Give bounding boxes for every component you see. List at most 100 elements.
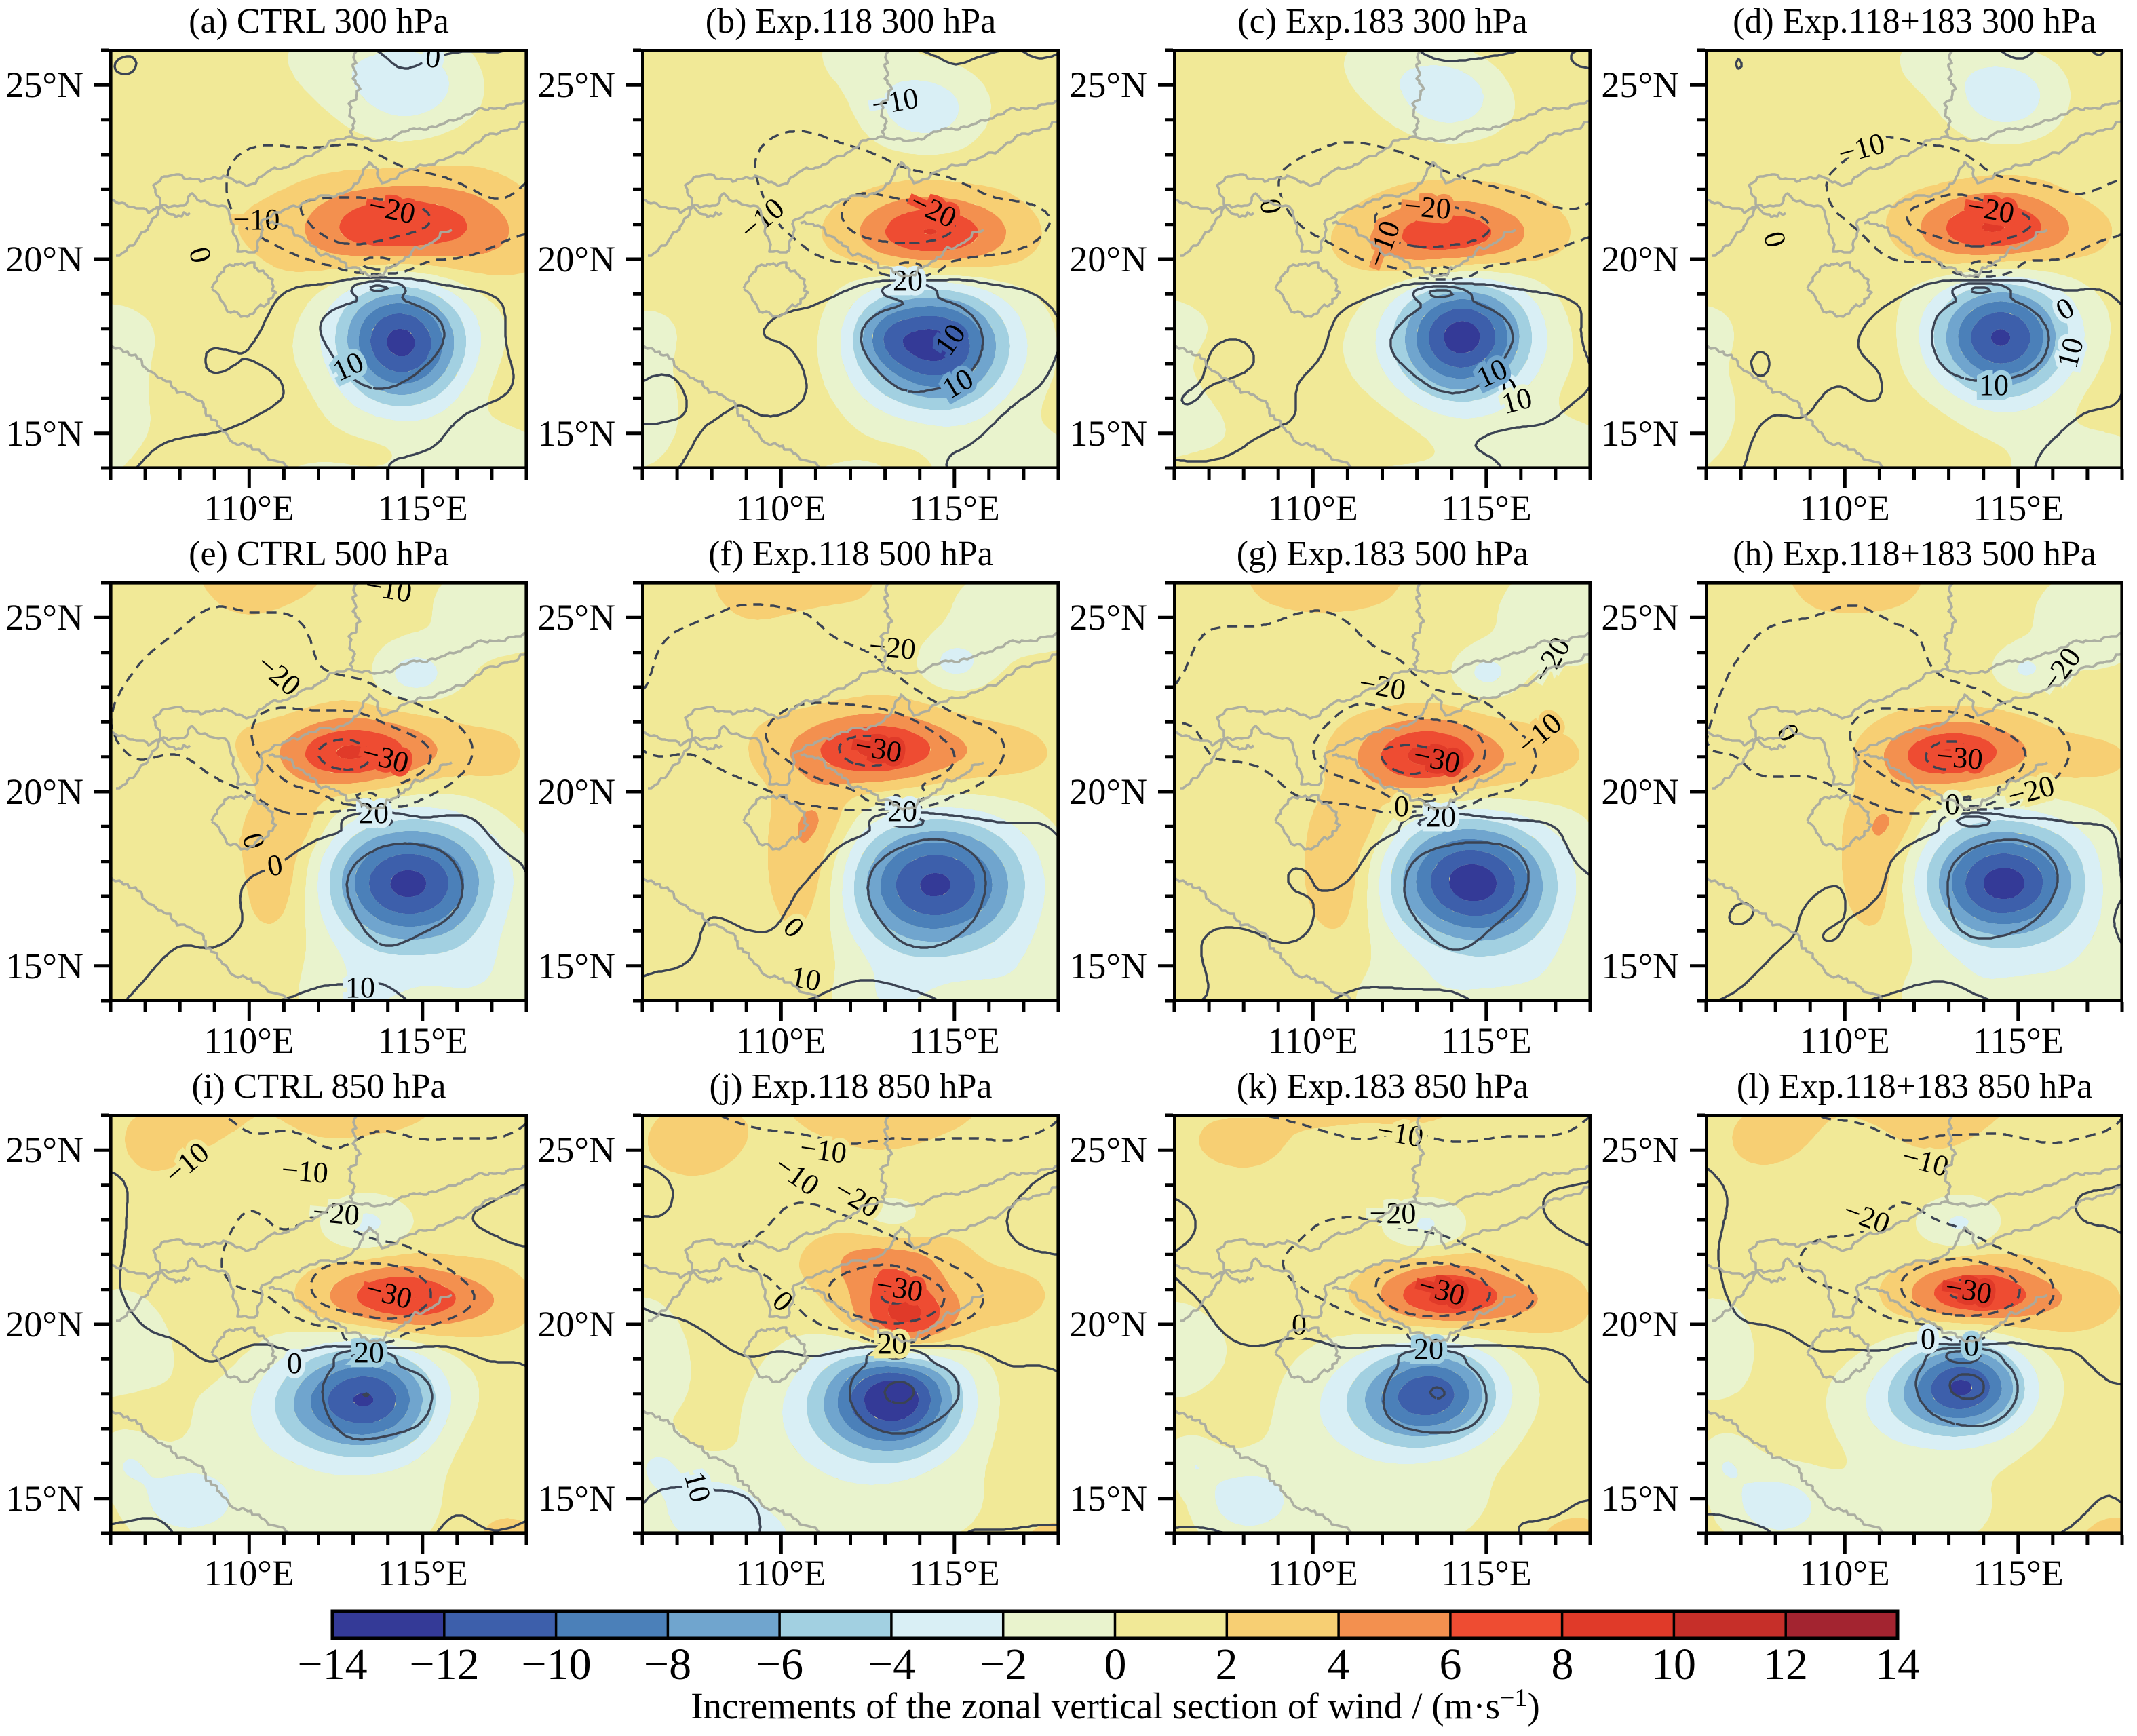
svg-text:115°E: 115°E — [1441, 1553, 1532, 1594]
svg-text:25°N: 25°N — [537, 597, 615, 638]
svg-text:−4: −4 — [868, 1640, 915, 1689]
svg-text:25°N: 25°N — [1601, 597, 1679, 638]
svg-text:115°E: 115°E — [377, 488, 468, 528]
svg-text:110°E: 110°E — [1799, 488, 1890, 528]
svg-text:110°E: 110°E — [1267, 488, 1358, 528]
svg-text:115°E: 115°E — [1973, 1020, 2064, 1061]
svg-text:−20: −20 — [311, 1195, 361, 1232]
svg-text:115°E: 115°E — [1441, 488, 1532, 528]
svg-text:Increments of the zonal vertic: Increments of the zonal vertical section… — [691, 1684, 1540, 1727]
svg-text:8: 8 — [1552, 1640, 1574, 1689]
svg-text:(c) Exp.183 300 hPa: (c) Exp.183 300 hPa — [1237, 2, 1527, 41]
svg-text:25°N: 25°N — [1601, 1130, 1679, 1170]
svg-text:25°N: 25°N — [1069, 64, 1147, 105]
svg-text:−6: −6 — [756, 1640, 803, 1689]
svg-text:4: 4 — [1328, 1640, 1350, 1689]
svg-text:110°E: 110°E — [735, 488, 826, 528]
svg-text:14: 14 — [1875, 1640, 1920, 1689]
svg-text:15°N: 15°N — [1601, 946, 1679, 986]
svg-text:0: 0 — [287, 1347, 302, 1380]
svg-text:(b) Exp.118 300 hPa: (b) Exp.118 300 hPa — [706, 2, 996, 41]
svg-text:15°N: 15°N — [1069, 946, 1147, 986]
svg-text:20: 20 — [1414, 1332, 1444, 1366]
svg-text:110°E: 110°E — [204, 1020, 294, 1061]
svg-text:25°N: 25°N — [5, 597, 83, 638]
svg-text:20°N: 20°N — [537, 239, 615, 279]
svg-text:25°N: 25°N — [1601, 64, 1679, 105]
svg-text:25°N: 25°N — [537, 1130, 615, 1170]
svg-text:−10: −10 — [280, 1153, 330, 1190]
svg-text:10: 10 — [1651, 1640, 1696, 1689]
svg-text:−30: −30 — [1943, 1270, 1995, 1311]
svg-text:110°E: 110°E — [1267, 1553, 1358, 1594]
svg-text:25°N: 25°N — [537, 64, 615, 105]
svg-text:20: 20 — [359, 796, 389, 830]
svg-text:15°N: 15°N — [1601, 1478, 1679, 1519]
svg-text:15°N: 15°N — [5, 413, 83, 454]
svg-text:20: 20 — [887, 794, 917, 828]
svg-text:20°N: 20°N — [1069, 1304, 1147, 1345]
svg-text:15°N: 15°N — [5, 946, 83, 986]
svg-text:15°N: 15°N — [1601, 413, 1679, 454]
svg-text:−30: −30 — [1935, 739, 1984, 776]
svg-text:20°N: 20°N — [5, 1304, 83, 1345]
svg-text:25°N: 25°N — [5, 64, 83, 105]
svg-text:20°N: 20°N — [1601, 1304, 1679, 1345]
svg-text:(e) CTRL 500 hPa: (e) CTRL 500 hPa — [189, 535, 449, 573]
svg-text:15°N: 15°N — [537, 1478, 615, 1519]
svg-text:6: 6 — [1440, 1640, 1462, 1689]
svg-text:0: 0 — [1964, 1329, 1979, 1362]
svg-text:15°N: 15°N — [1069, 1478, 1147, 1519]
svg-text:−14: −14 — [297, 1640, 367, 1689]
svg-text:(k) Exp.183 850 hPa: (k) Exp.183 850 hPa — [1237, 1067, 1528, 1106]
svg-text:25°N: 25°N — [1069, 1130, 1147, 1170]
svg-text:(h) Exp.118+183 500 hPa: (h) Exp.118+183 500 hPa — [1733, 535, 2096, 573]
svg-text:110°E: 110°E — [1799, 1020, 1890, 1061]
svg-text:0: 0 — [1104, 1640, 1127, 1689]
svg-text:110°E: 110°E — [1799, 1553, 1890, 1594]
svg-text:15°N: 15°N — [1069, 413, 1147, 454]
svg-text:110°E: 110°E — [735, 1553, 826, 1594]
svg-text:(g) Exp.183 500 hPa: (g) Exp.183 500 hPa — [1237, 535, 1528, 573]
svg-text:20: 20 — [354, 1336, 384, 1369]
svg-text:(f) Exp.118 500 hPa: (f) Exp.118 500 hPa — [708, 535, 993, 573]
svg-text:110°E: 110°E — [204, 488, 294, 528]
svg-text:20°N: 20°N — [1601, 771, 1679, 812]
svg-text:(d) Exp.118+183 300 hPa: (d) Exp.118+183 300 hPa — [1733, 2, 2096, 41]
svg-text:20°N: 20°N — [5, 771, 83, 812]
svg-text:20°N: 20°N — [537, 1304, 615, 1345]
svg-text:(l) Exp.118+183 850 hPa: (l) Exp.118+183 850 hPa — [1737, 1067, 2092, 1106]
svg-text:115°E: 115°E — [909, 1020, 1000, 1061]
svg-text:−8: −8 — [644, 1640, 691, 1689]
svg-text:115°E: 115°E — [1973, 488, 2064, 528]
svg-text:−10: −10 — [521, 1640, 591, 1689]
svg-text:12: 12 — [1763, 1640, 1808, 1689]
svg-text:−10: −10 — [233, 203, 280, 236]
svg-text:15°N: 15°N — [5, 1478, 83, 1519]
svg-text:20: 20 — [1426, 800, 1456, 833]
svg-text:110°E: 110°E — [204, 1553, 294, 1594]
svg-text:20: 20 — [893, 264, 923, 297]
svg-text:20°N: 20°N — [537, 771, 615, 812]
svg-text:20°N: 20°N — [5, 239, 83, 279]
svg-text:115°E: 115°E — [1973, 1553, 2064, 1594]
svg-text:20°N: 20°N — [1069, 239, 1147, 279]
svg-text:20°N: 20°N — [1069, 771, 1147, 812]
svg-text:(i) CTRL 850 hPa: (i) CTRL 850 hPa — [191, 1067, 446, 1106]
svg-text:(j) Exp.118 850 hPa: (j) Exp.118 850 hPa — [710, 1067, 993, 1106]
svg-text:115°E: 115°E — [377, 1020, 468, 1061]
svg-text:110°E: 110°E — [1267, 1020, 1358, 1061]
svg-text:0: 0 — [1292, 1308, 1307, 1341]
svg-text:115°E: 115°E — [1441, 1020, 1532, 1061]
svg-text:25°N: 25°N — [5, 1130, 83, 1170]
svg-text:−12: −12 — [409, 1640, 479, 1689]
svg-text:0: 0 — [1921, 1322, 1936, 1355]
svg-text:10: 10 — [1979, 368, 2009, 402]
svg-text:115°E: 115°E — [909, 488, 1000, 528]
svg-text:25°N: 25°N — [1069, 597, 1147, 638]
svg-text:15°N: 15°N — [537, 946, 615, 986]
svg-text:115°E: 115°E — [377, 1553, 468, 1594]
svg-text:(a) CTRL 300 hPa: (a) CTRL 300 hPa — [189, 2, 449, 41]
svg-text:20°N: 20°N — [1601, 239, 1679, 279]
svg-text:−20: −20 — [868, 629, 917, 666]
